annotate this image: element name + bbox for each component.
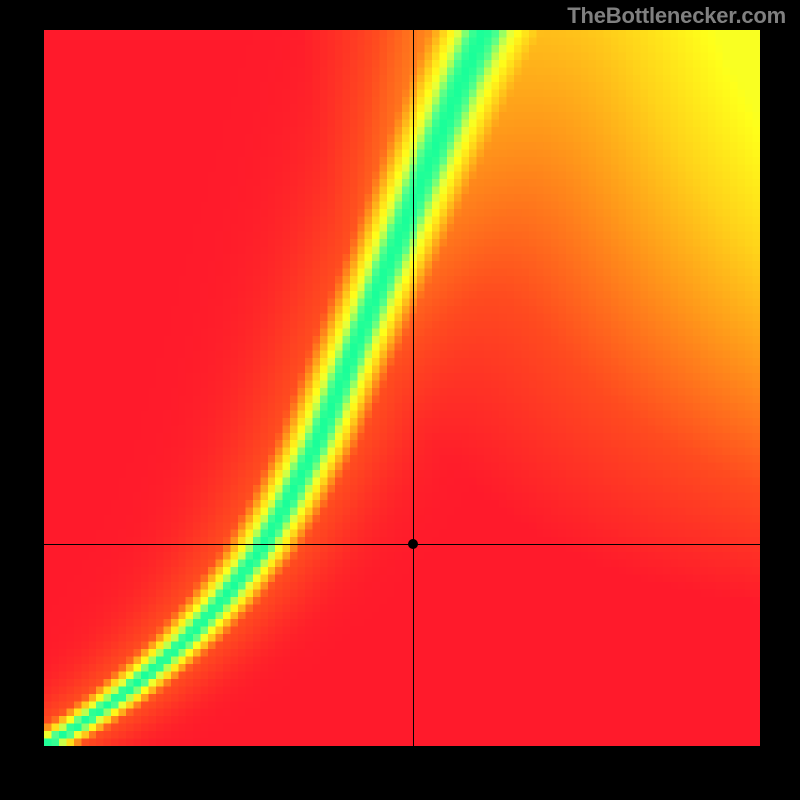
watermark-text: TheBottlenecker.com: [567, 3, 786, 29]
heatmap-plot: [44, 30, 760, 746]
crosshair-horizontal: [44, 544, 760, 545]
crosshair-marker: [408, 539, 418, 549]
crosshair-vertical: [413, 30, 414, 746]
heatmap-canvas: [44, 30, 760, 746]
